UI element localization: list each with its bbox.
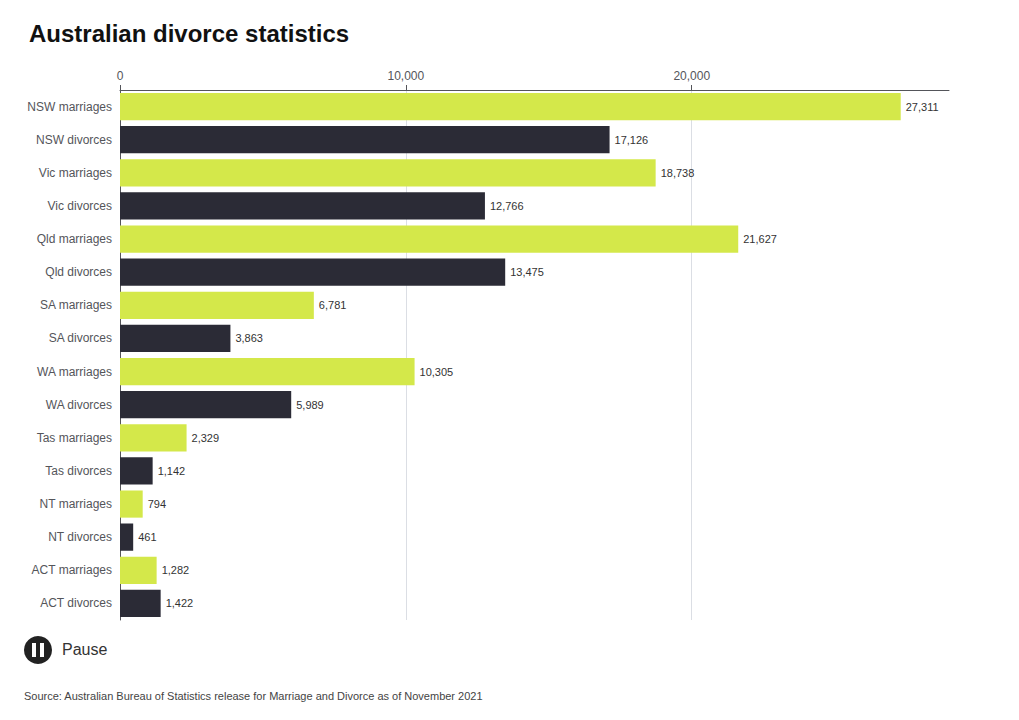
svg-text:10,000: 10,000 bbox=[388, 69, 425, 83]
svg-text:27,311: 27,311 bbox=[906, 101, 939, 113]
svg-text:18,738: 18,738 bbox=[661, 167, 695, 179]
svg-text:5,989: 5,989 bbox=[296, 399, 324, 411]
svg-text:Source: Australian Bureau of S: Source: Australian Bureau of Statistics … bbox=[24, 690, 483, 702]
svg-text:SA divorces: SA divorces bbox=[49, 331, 112, 345]
svg-text:NSW marriages: NSW marriages bbox=[27, 100, 112, 114]
svg-text:ACT marriages: ACT marriages bbox=[32, 563, 112, 577]
svg-text:1,282: 1,282 bbox=[162, 564, 190, 576]
svg-text:Australian divorce statistics: Australian divorce statistics bbox=[29, 20, 349, 47]
svg-text:Vic marriages: Vic marriages bbox=[39, 166, 112, 180]
svg-text:2,329: 2,329 bbox=[192, 432, 220, 444]
svg-text:21,627: 21,627 bbox=[743, 233, 777, 245]
svg-text:6,781: 6,781 bbox=[319, 299, 347, 311]
svg-text:20,000: 20,000 bbox=[673, 69, 710, 83]
svg-text:Tas marriages: Tas marriages bbox=[37, 431, 112, 445]
svg-text:12,766: 12,766 bbox=[490, 200, 524, 212]
svg-text:Pause: Pause bbox=[62, 641, 107, 658]
svg-text:NSW divorces: NSW divorces bbox=[36, 133, 112, 147]
svg-text:Qld divorces: Qld divorces bbox=[45, 265, 112, 279]
svg-text:13,475: 13,475 bbox=[510, 266, 544, 278]
svg-text:SA marriages: SA marriages bbox=[40, 298, 112, 312]
svg-text:Qld marriages: Qld marriages bbox=[37, 232, 112, 246]
svg-text:17,126: 17,126 bbox=[615, 134, 649, 146]
svg-text:0: 0 bbox=[117, 69, 124, 83]
svg-text:1,142: 1,142 bbox=[158, 465, 186, 477]
svg-text:10,305: 10,305 bbox=[420, 366, 454, 378]
svg-text:Tas divorces: Tas divorces bbox=[45, 464, 112, 478]
svg-text:Vic divorces: Vic divorces bbox=[48, 199, 112, 213]
svg-text:ACT divorces: ACT divorces bbox=[40, 596, 112, 610]
svg-text:NT divorces: NT divorces bbox=[48, 530, 112, 544]
svg-text:NT marriages: NT marriages bbox=[40, 497, 112, 511]
svg-text:WA marriages: WA marriages bbox=[37, 365, 112, 379]
svg-text:1,422: 1,422 bbox=[166, 597, 194, 609]
svg-text:3,863: 3,863 bbox=[235, 332, 263, 344]
svg-text:794: 794 bbox=[148, 498, 166, 510]
svg-text:461: 461 bbox=[138, 531, 156, 543]
svg-text:WA divorces: WA divorces bbox=[46, 398, 112, 412]
